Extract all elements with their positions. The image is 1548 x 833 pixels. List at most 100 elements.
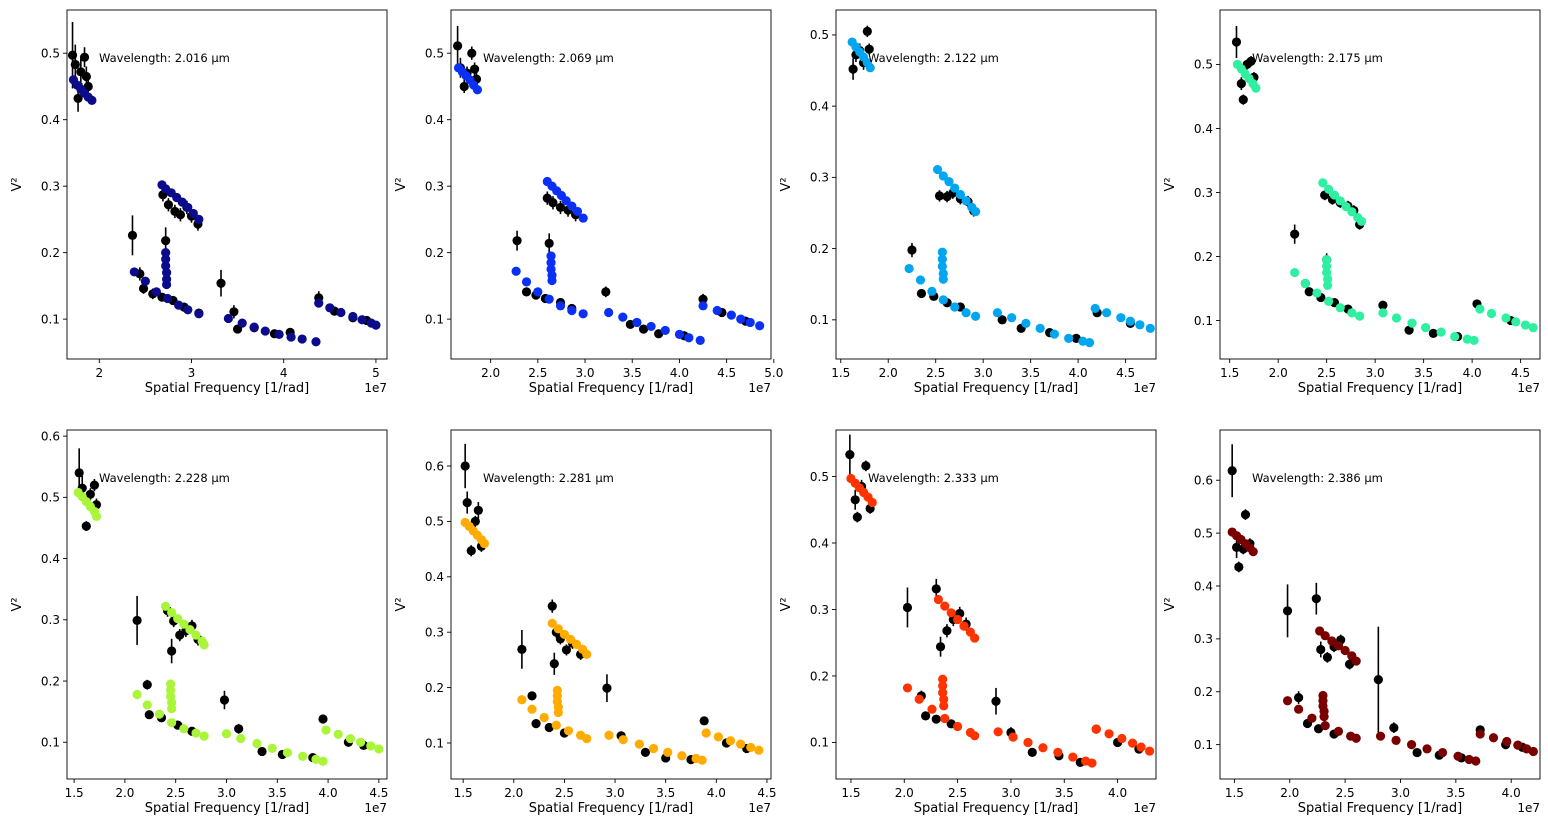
annotation-unit: μm bbox=[208, 471, 230, 485]
x-tick-label: 4.0 bbox=[1108, 786, 1127, 800]
axes-frame bbox=[450, 429, 772, 780]
model-point bbox=[1127, 738, 1138, 748]
model-point bbox=[646, 321, 656, 332]
x-tick-label: 3.0 bbox=[606, 786, 625, 800]
y-tick-label: 0.1 bbox=[810, 736, 829, 750]
annotation-value: 2.175 bbox=[1328, 51, 1361, 65]
model-point bbox=[1282, 696, 1293, 706]
offset-label: 1e7 bbox=[1517, 381, 1540, 395]
annotation-value: 2.122 bbox=[944, 51, 977, 65]
offset-label: 1e7 bbox=[1517, 801, 1540, 815]
model-point bbox=[274, 329, 284, 340]
model-point bbox=[260, 326, 270, 336]
model-point bbox=[321, 725, 331, 735]
model-point bbox=[185, 625, 195, 635]
annotation-value: 2.228 bbox=[175, 471, 208, 485]
obs-point bbox=[864, 44, 874, 54]
model-point bbox=[325, 303, 335, 313]
obs-point bbox=[991, 696, 1001, 706]
model-point bbox=[1319, 712, 1329, 722]
x-tick-label: 2.5 bbox=[528, 366, 547, 380]
x-axis-label: Spatial Frequency [1/rad] bbox=[529, 801, 694, 816]
obs-point bbox=[85, 489, 95, 499]
obs-point bbox=[931, 584, 941, 594]
obs-point bbox=[997, 315, 1007, 325]
model-point bbox=[1049, 329, 1059, 339]
model-point bbox=[1329, 190, 1340, 200]
model-point bbox=[746, 742, 756, 753]
model-point bbox=[140, 276, 150, 286]
annotation-prefix: Wavelength: bbox=[1252, 51, 1328, 65]
model-point bbox=[1462, 334, 1472, 344]
annotation-unit: μm bbox=[592, 471, 614, 485]
y-tick-label: 0.3 bbox=[810, 171, 829, 185]
obs-point bbox=[934, 191, 945, 201]
model-point bbox=[286, 332, 296, 342]
y-tick-label: 0.1 bbox=[1194, 738, 1213, 752]
obs-point bbox=[81, 521, 91, 531]
model-point bbox=[282, 748, 293, 758]
wavelength-annotation: Wavelength: 2.069 μm bbox=[483, 51, 614, 65]
obs-point bbox=[1290, 229, 1300, 239]
model-point bbox=[937, 247, 947, 257]
obs-point bbox=[467, 48, 477, 58]
annotation-prefix: Wavelength: bbox=[1252, 471, 1328, 485]
x-tick-label: 3.0 bbox=[575, 366, 594, 380]
model-point bbox=[547, 275, 557, 286]
model-point bbox=[940, 601, 950, 611]
x-tick-label: 2.5 bbox=[1336, 786, 1355, 800]
y-axis-label: V² bbox=[394, 177, 409, 191]
x-axis-label: Spatial Frequency [1/rad] bbox=[914, 801, 1079, 816]
model-point bbox=[1320, 631, 1330, 641]
obs-point bbox=[638, 324, 649, 334]
model-point bbox=[173, 300, 184, 310]
model-point bbox=[1502, 736, 1512, 747]
wavelength-annotation: Wavelength: 2.228 μm bbox=[99, 471, 230, 485]
x-tick-label: 4.5 bbox=[717, 366, 736, 380]
x-axis-label: Spatial Frequency [1/rad] bbox=[1298, 381, 1463, 396]
model-point bbox=[1125, 316, 1135, 326]
annotation-value: 2.281 bbox=[559, 471, 592, 485]
obs-point bbox=[1412, 747, 1422, 758]
obs-point bbox=[907, 245, 917, 255]
wavelength-annotation: Wavelength: 2.333 μm bbox=[868, 471, 999, 485]
obs-point bbox=[848, 64, 858, 74]
model-point bbox=[648, 743, 659, 754]
obs-point bbox=[1240, 510, 1251, 520]
y-tick-label: 0.4 bbox=[425, 570, 444, 584]
model-point bbox=[1087, 758, 1097, 768]
model-point bbox=[151, 287, 162, 297]
model-point bbox=[1437, 747, 1448, 758]
model-point bbox=[1312, 288, 1322, 298]
model-point bbox=[1323, 274, 1333, 284]
model-point bbox=[1038, 743, 1048, 753]
model-point bbox=[173, 613, 183, 624]
obs-point bbox=[1389, 723, 1399, 733]
model-point bbox=[565, 634, 576, 644]
model-point bbox=[1453, 751, 1463, 761]
model-point bbox=[927, 704, 937, 714]
model-point bbox=[698, 301, 708, 311]
y-tick-label: 0.5 bbox=[41, 47, 60, 61]
wavelength-annotation: Wavelength: 2.175 μm bbox=[1252, 51, 1383, 65]
x-tick-label: 2.5 bbox=[948, 786, 967, 800]
model-point bbox=[1436, 327, 1446, 337]
obs-point bbox=[1282, 606, 1293, 616]
model-point bbox=[1391, 313, 1402, 323]
model-point bbox=[1323, 280, 1333, 290]
model-point bbox=[553, 624, 563, 634]
model-point bbox=[567, 305, 577, 316]
x-tick-label: 2.5 bbox=[555, 786, 574, 800]
model-point bbox=[604, 730, 614, 740]
model-point bbox=[1318, 178, 1328, 188]
obs-point bbox=[1294, 692, 1304, 703]
model-point bbox=[938, 171, 948, 181]
y-tick-label: 0.2 bbox=[41, 246, 60, 260]
model-point bbox=[713, 732, 723, 742]
y-tick-label: 0.4 bbox=[41, 113, 60, 127]
obs-point bbox=[850, 495, 860, 505]
model-point bbox=[915, 275, 926, 285]
model-point bbox=[937, 261, 947, 272]
model-point bbox=[939, 701, 949, 711]
model-point bbox=[194, 214, 204, 224]
